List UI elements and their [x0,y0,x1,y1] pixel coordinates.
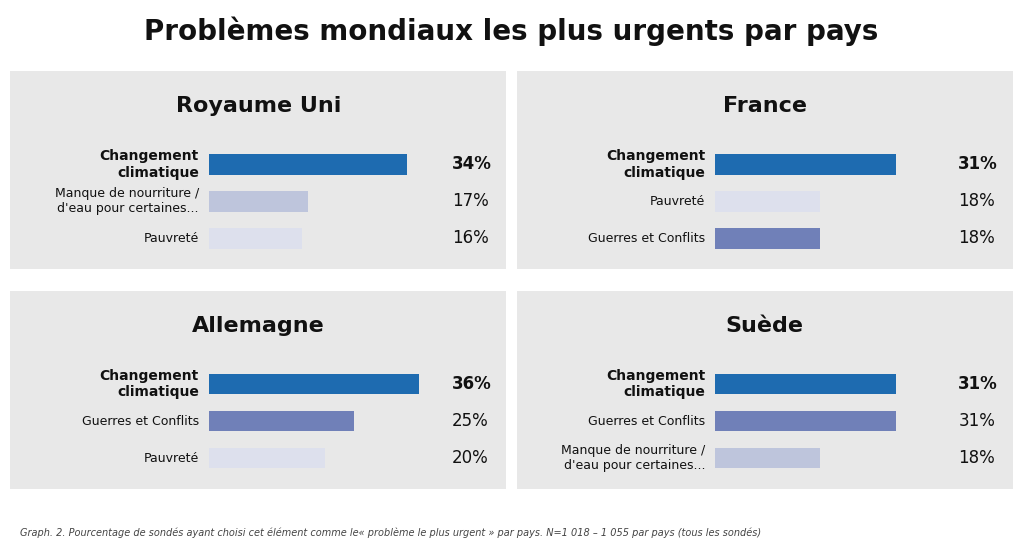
Bar [209,411,354,432]
Text: 17%: 17% [452,192,489,210]
Bar [715,191,820,212]
Bar [715,154,896,175]
Text: Pauvreté: Pauvreté [143,452,198,465]
Text: Suède: Suède [725,316,804,336]
Text: 31%: 31% [959,412,995,430]
Text: Changement
climatique: Changement climatique [99,149,198,180]
Bar [715,374,896,395]
Text: Guerres et Conflits: Guerres et Conflits [588,232,705,245]
Text: Allemagne: Allemagne [192,316,324,336]
Bar [209,228,302,249]
Text: Changement
climatique: Changement climatique [606,369,705,400]
Bar [209,154,407,175]
Bar [715,228,820,249]
Text: Pauvreté: Pauvreté [650,195,705,208]
Text: 36%: 36% [452,375,492,393]
Bar [209,191,308,212]
Bar [715,448,820,469]
Text: Manque de nourriture /
d'eau pour certaines...: Manque de nourriture / d'eau pour certai… [54,187,198,216]
Text: Problèmes mondiaux les plus urgents par pays: Problèmes mondiaux les plus urgents par … [144,16,879,46]
Text: 18%: 18% [959,449,995,468]
Text: Royaume Uni: Royaume Uni [176,96,341,116]
Text: 18%: 18% [959,229,995,248]
Text: 16%: 16% [452,229,489,248]
Text: 18%: 18% [959,192,995,210]
Bar [715,411,896,432]
Bar [209,374,418,395]
Text: Pauvreté: Pauvreté [143,232,198,245]
Text: Changement
climatique: Changement climatique [606,149,705,180]
Text: Guerres et Conflits: Guerres et Conflits [82,415,198,428]
Text: 25%: 25% [452,412,489,430]
Text: Graph. 2. Pourcentage de sondés ayant choisi cet élément comme le« problème le p: Graph. 2. Pourcentage de sondés ayant ch… [20,527,761,538]
Text: Guerres et Conflits: Guerres et Conflits [588,415,705,428]
Text: 20%: 20% [452,449,489,468]
Text: France: France [722,96,807,116]
Text: 34%: 34% [452,155,492,173]
Bar [209,448,325,469]
Text: 31%: 31% [959,155,998,173]
Text: Manque de nourriture /
d'eau pour certaines...: Manque de nourriture / d'eau pour certai… [561,444,705,472]
Text: Changement
climatique: Changement climatique [99,369,198,400]
Text: 31%: 31% [959,375,998,393]
